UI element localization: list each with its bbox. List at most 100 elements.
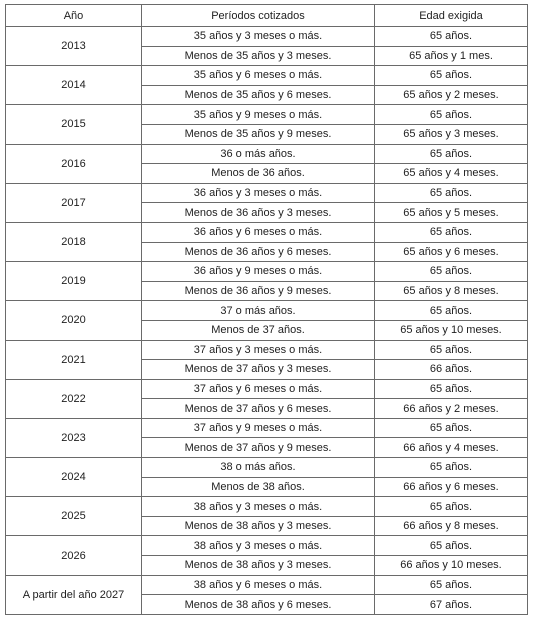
period-cell: Menos de 37 años y 9 meses. <box>141 437 375 459</box>
age-cell: 65 años. <box>374 143 528 165</box>
table-row: 2016 36 o más años. 65 años. <box>5 143 528 184</box>
period-cell: 35 años y 9 meses o más. <box>141 104 375 125</box>
age-cell: 66 años y 8 meses. <box>374 515 528 537</box>
age-cell: 66 años y 10 meses. <box>374 555 528 576</box>
year-cell: A partir del año 2027 <box>5 574 142 615</box>
table-row: Menos de 37 años y 3 meses. 66 años. <box>6 359 528 380</box>
table-row: 2019 36 años y 9 meses o más. 65 años. <box>5 261 528 302</box>
header-periods: Períodos cotizados <box>141 4 375 27</box>
table-row: Menos de 35 años y 9 meses. 65 años y 3 m… <box>6 123 528 145</box>
period-cell: 36 o más años. <box>141 143 375 165</box>
age-cell: 65 años. <box>374 104 528 125</box>
period-cell: 38 años y 3 meses o más. <box>141 496 375 517</box>
period-cell: Menos de 37 años y 3 meses. <box>141 359 375 380</box>
period-cell: 36 años y 6 meses o más. <box>141 221 375 243</box>
age-cell: 65 años. <box>374 378 528 400</box>
table-row: Menos de 37 años. 65 años y 10 meses. <box>6 319 528 341</box>
year-cell: 2018 <box>5 221 142 263</box>
period-cell: Menos de 38 años. <box>141 476 375 498</box>
age-cell: 65 años. <box>374 300 528 321</box>
period-cell: 36 años y 3 meses o más. <box>141 182 375 204</box>
table-row: 2018 36 años y 6 meses o más. 65 años. <box>5 221 528 263</box>
age-cell: 67 años. <box>374 594 528 615</box>
year-cell: 2013 <box>5 25 142 67</box>
table-row: Menos de 38 años y 6 meses. 67 años. <box>6 594 528 615</box>
table-row: Menos de 37 años y 9 meses. 66 años y 4 m… <box>6 437 528 459</box>
header-age: Edad exigida <box>374 4 528 27</box>
table-row: 2023 37 años y 9 meses o más. 65 años. <box>5 417 528 459</box>
table-row: 2021 37 años y 3 meses o más. 65 años. <box>5 339 528 380</box>
age-cell: 65 años. <box>374 65 528 86</box>
retirement-age-table: Año Períodos cotizados Edad exigida 2013… <box>5 4 528 615</box>
age-cell: 65 años. <box>374 496 528 517</box>
year-cell: 2022 <box>5 378 142 419</box>
period-cell: 37 años y 6 meses o más. <box>141 378 375 400</box>
period-cell: 35 años y 6 meses o más. <box>141 65 375 86</box>
retirement-age-table-container: Año Períodos cotizados Edad exigida 2013… <box>5 4 528 615</box>
table-row: 2017 36 años y 3 meses o más. 65 años. <box>5 182 528 223</box>
age-cell: 65 años y 1 mes. <box>374 45 528 67</box>
age-cell: 65 años. <box>374 221 528 243</box>
table-row: 2013 35 años y 3 meses o más. 65 años. <box>5 25 528 67</box>
period-cell: Menos de 35 años y 9 meses. <box>141 123 375 145</box>
year-cell: 2020 <box>5 300 142 341</box>
age-cell: 65 años. <box>374 261 528 282</box>
year-cell: 2017 <box>5 182 142 223</box>
age-cell: 65 años y 3 meses. <box>374 123 528 145</box>
period-cell: Menos de 36 años. <box>141 163 375 184</box>
age-cell: 65 años y 6 meses. <box>374 241 528 263</box>
header-year: Año <box>5 4 142 27</box>
age-cell: 65 años y 10 meses. <box>374 319 528 341</box>
table-header-row: Año Períodos cotizados Edad exigida <box>5 4 528 27</box>
period-cell: Menos de 35 años y 6 meses. <box>141 84 375 106</box>
period-cell: Menos de 36 años y 3 meses. <box>141 202 375 223</box>
period-cell: Menos de 35 años y 3 meses. <box>141 45 375 67</box>
year-cell: 2026 <box>5 535 142 576</box>
period-cell: Menos de 37 años. <box>141 319 375 341</box>
period-cell: Menos de 38 años y 6 meses. <box>141 594 375 615</box>
table-row: Menos de 38 años y 3 meses. 66 años y 8 m… <box>6 515 528 537</box>
period-cell: 38 años y 3 meses o más. <box>141 535 375 557</box>
table-row: A partir del año 2027 38 años y 6 meses o… <box>5 574 528 615</box>
period-cell: 36 años y 9 meses o más. <box>141 261 375 282</box>
year-cell: 2014 <box>5 65 142 106</box>
year-cell: 2015 <box>5 104 142 145</box>
age-cell: 66 años y 2 meses. <box>374 398 528 419</box>
age-cell: 65 años. <box>374 417 528 439</box>
period-cell: Menos de 36 años y 9 meses. <box>141 280 375 302</box>
age-cell: 65 años. <box>374 26 528 47</box>
age-cell: 65 años. <box>374 535 528 557</box>
table-row: Menos de 37 años y 6 meses. 66 años y 2 m… <box>6 398 528 419</box>
year-cell: 2019 <box>5 261 142 302</box>
period-cell: 37 o más años. <box>141 300 375 321</box>
period-cell: 37 años y 3 meses o más. <box>141 339 375 361</box>
table-row: 2025 38 años y 3 meses o más. 65 años. <box>5 496 528 537</box>
period-cell: 38 o más años. <box>141 457 375 478</box>
age-cell: 65 años. <box>374 574 528 596</box>
year-cell: 2021 <box>5 339 142 380</box>
year-cell: 2023 <box>5 417 142 459</box>
age-cell: 65 años. <box>374 339 528 361</box>
age-cell: 65 años y 4 meses. <box>374 163 528 184</box>
age-cell: 65 años y 8 meses. <box>374 280 528 302</box>
age-cell: 65 años y 2 meses. <box>374 84 528 106</box>
age-cell: 66 años y 4 meses. <box>374 437 528 459</box>
year-cell: 2024 <box>5 457 142 498</box>
table-row: Menos de 38 años. 66 años y 6 meses. <box>6 476 528 498</box>
year-cell: 2025 <box>5 496 142 537</box>
table-row: 2022 37 años y 6 meses o más. 65 años. <box>5 378 528 419</box>
table-row: Menos de 36 años y 9 meses. 65 años y 8 m… <box>6 280 528 302</box>
table-row: 2015 35 años y 9 meses o más. 65 años. <box>5 104 528 145</box>
period-cell: Menos de 36 años y 6 meses. <box>141 241 375 263</box>
age-cell: 65 años. <box>374 182 528 204</box>
period-cell: Menos de 38 años y 3 meses. <box>141 555 375 576</box>
table-row: 2026 38 años y 3 meses o más. 65 años. <box>5 535 528 576</box>
table-row: 2014 35 años y 6 meses o más. 65 años. <box>5 65 528 106</box>
age-cell: 66 años. <box>374 359 528 380</box>
period-cell: 38 años y 6 meses o más. <box>141 574 375 596</box>
period-cell: 35 años y 3 meses o más. <box>141 26 375 47</box>
table-row: Menos de 36 años y 3 meses. 65 años y 5 m… <box>6 202 528 223</box>
table-row: 2020 37 o más años. 65 años. <box>5 300 528 341</box>
table-body: 2013 35 años y 3 meses o más. 65 años. Meno… <box>5 25 528 615</box>
age-cell: 65 años y 5 meses. <box>374 202 528 223</box>
